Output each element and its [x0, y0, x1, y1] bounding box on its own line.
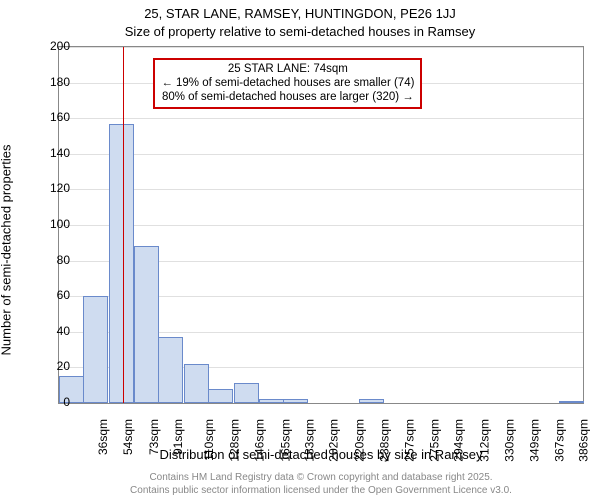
y-tick-label: 140: [40, 146, 70, 160]
x-axis-label: Distribution of semi-detached houses by …: [58, 447, 584, 462]
attribution-line2: Contains public sector information licen…: [58, 484, 584, 497]
annotation-line2: ← 19% of semi-detached houses are smalle…: [161, 76, 414, 90]
y-tick-label: 160: [40, 110, 70, 124]
histogram-bar: [208, 389, 233, 403]
histogram-bar: [134, 246, 159, 403]
y-tick-label: 120: [40, 181, 70, 195]
y-axis-label: Number of semi-detached properties: [0, 50, 14, 450]
annotation-box: 25 STAR LANE: 74sqm← 19% of semi-detache…: [153, 58, 422, 109]
grid-line: [59, 118, 583, 119]
y-tick-label: 20: [40, 359, 70, 373]
histogram-bar: [184, 364, 209, 403]
chart-title-line2: Size of property relative to semi-detach…: [0, 24, 600, 39]
y-tick-label: 0: [40, 395, 70, 409]
property-size-chart: 25, STAR LANE, RAMSEY, HUNTINGDON, PE26 …: [0, 0, 600, 500]
chart-title-line1: 25, STAR LANE, RAMSEY, HUNTINGDON, PE26 …: [0, 6, 600, 21]
grid-line: [59, 225, 583, 226]
histogram-bar: [109, 124, 134, 403]
plot-area: 25 STAR LANE: 74sqm← 19% of semi-detache…: [58, 46, 584, 404]
histogram-bar: [83, 296, 108, 403]
y-tick-label: 180: [40, 75, 70, 89]
y-tick-label: 200: [40, 39, 70, 53]
y-tick-label: 80: [40, 253, 70, 267]
histogram-bar: [158, 337, 183, 403]
reference-line: [123, 47, 124, 403]
annotation-line3: 80% of semi-detached houses are larger (…: [161, 90, 414, 104]
histogram-bar: [359, 399, 384, 403]
attribution-line1: Contains HM Land Registry data © Crown c…: [58, 471, 584, 484]
histogram-bar: [259, 399, 284, 403]
y-tick-label: 100: [40, 217, 70, 231]
grid-line: [59, 154, 583, 155]
grid-line: [59, 47, 583, 48]
histogram-bar: [283, 399, 308, 403]
y-tick-label: 60: [40, 288, 70, 302]
histogram-bar: [234, 383, 259, 403]
y-tick-label: 40: [40, 324, 70, 338]
grid-line: [59, 189, 583, 190]
annotation-line1: 25 STAR LANE: 74sqm: [161, 62, 414, 76]
histogram-bar: [559, 401, 584, 403]
